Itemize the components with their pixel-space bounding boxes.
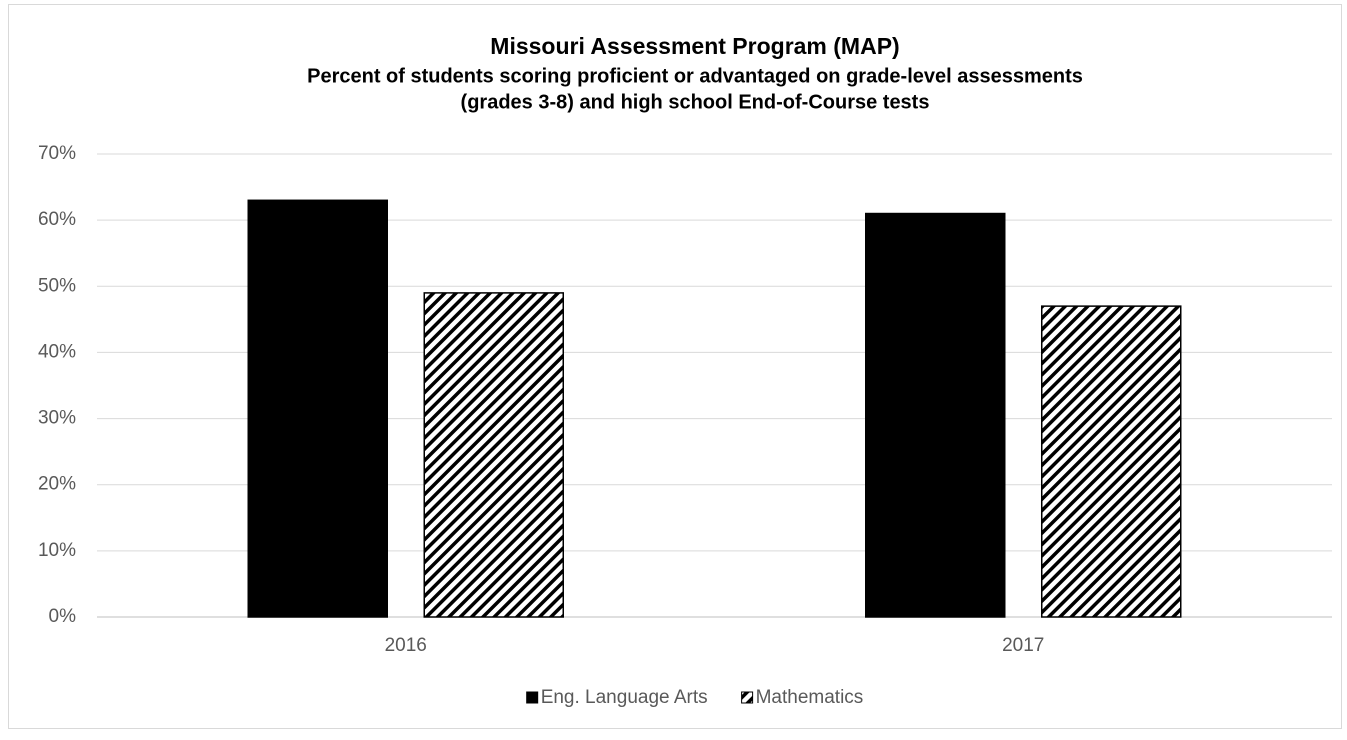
y-tick-label: 30% — [38, 408, 76, 429]
y-tick-label: 60% — [38, 209, 76, 230]
y-tick-label: 70% — [38, 143, 76, 164]
legend-swatch — [526, 691, 539, 704]
legend-label: Mathematics — [756, 687, 864, 708]
legend-swatch — [741, 691, 754, 704]
y-tick-label: 10% — [38, 540, 76, 561]
y-tick-label: 50% — [38, 275, 76, 296]
x-tick-label: 2017 — [1002, 635, 1044, 656]
chart-subtitle: Percent of students scoring proficient o… — [307, 65, 1083, 87]
x-tick-label: 2016 — [385, 635, 427, 656]
bar — [247, 199, 388, 618]
bar — [423, 292, 564, 618]
y-tick-label: 40% — [38, 341, 76, 362]
y-tick-label: 0% — [49, 606, 77, 627]
y-tick-label: 20% — [38, 474, 76, 495]
bar — [1041, 305, 1182, 618]
chart-subtitle: (grades 3-8) and high school End-of-Cour… — [461, 91, 930, 113]
chart-title: Missouri Assessment Program (MAP) — [490, 33, 899, 59]
bar — [865, 212, 1006, 618]
legend-label: Eng. Language Arts — [541, 687, 708, 708]
